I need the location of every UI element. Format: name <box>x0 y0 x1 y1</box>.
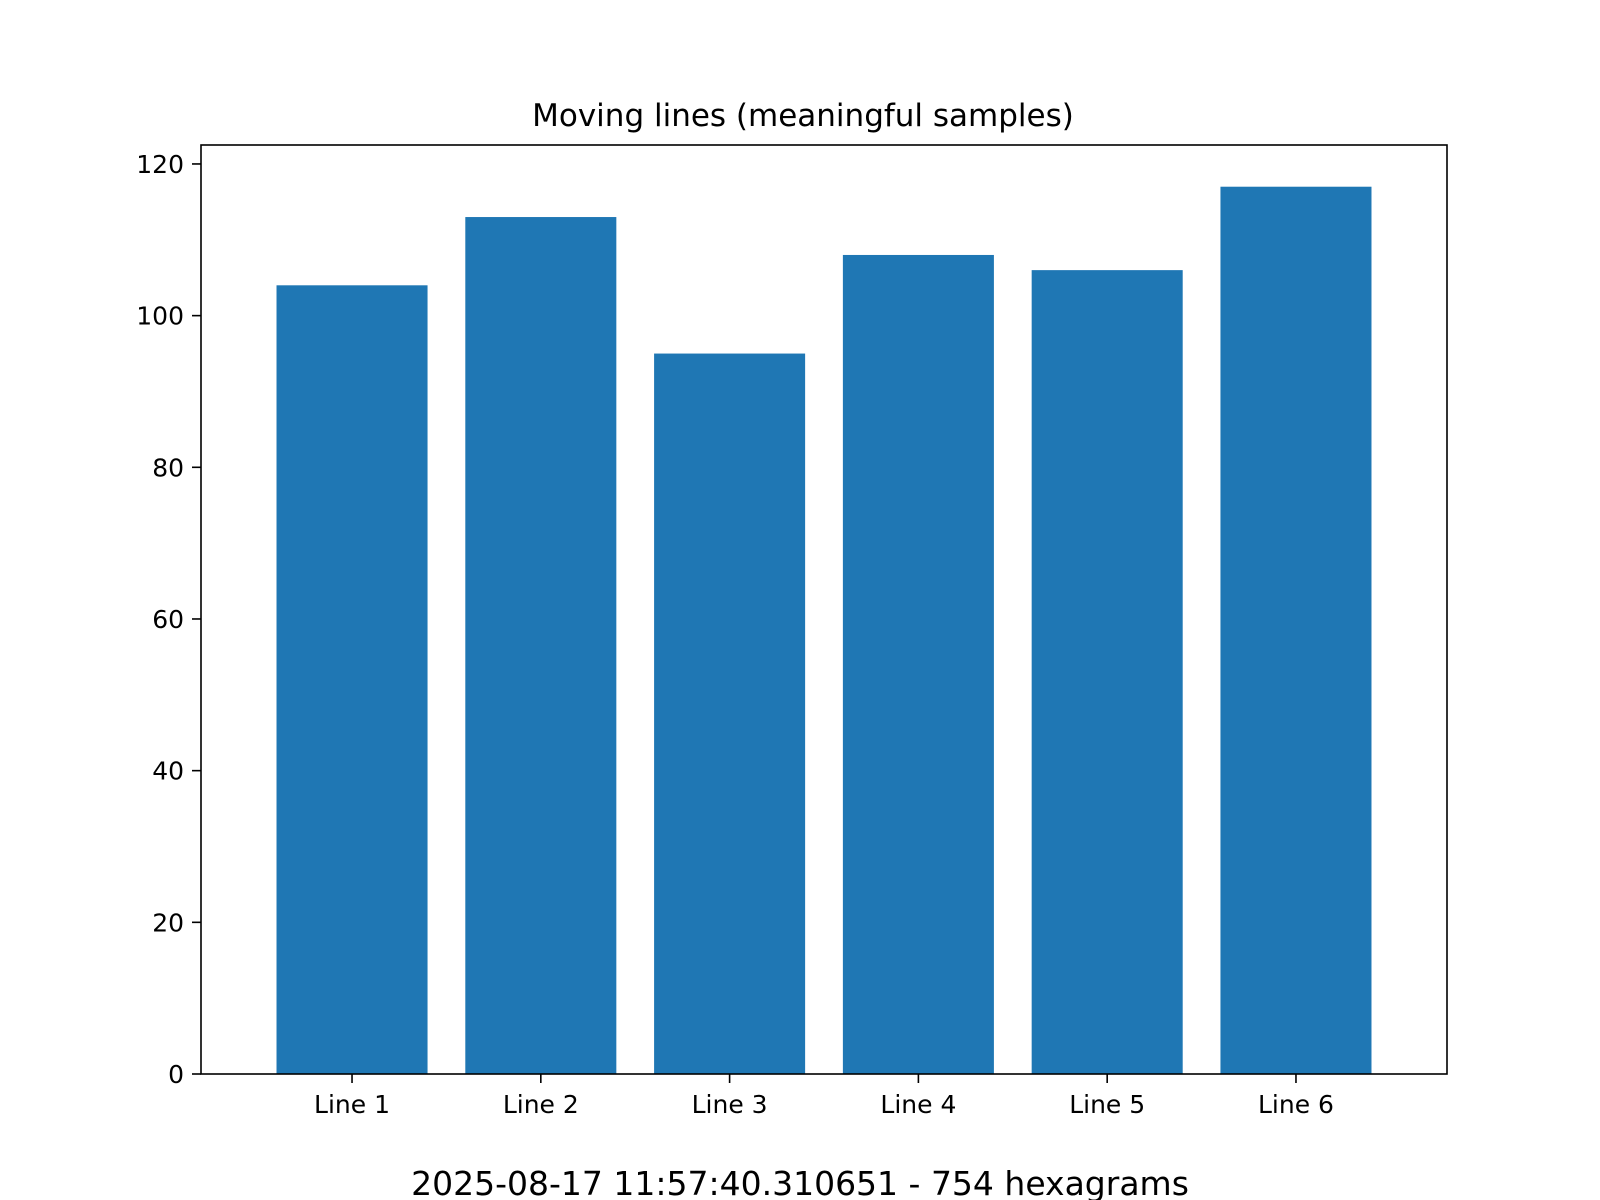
y-tick-label: 80 <box>152 453 184 482</box>
plot-frame <box>200 144 1448 1075</box>
y-tick-label: 60 <box>152 605 184 634</box>
bar-1 <box>276 285 428 1074</box>
x-tick-label: Line 5 <box>1069 1090 1145 1119</box>
bar-3 <box>654 353 806 1074</box>
y-tick-label: 100 <box>136 302 184 331</box>
bars-group <box>276 186 1372 1075</box>
y-axis: 0 20 40 60 80 100 120 <box>136 150 201 1089</box>
x-tick-label: Line 1 <box>314 1090 390 1119</box>
y-tick-label: 0 <box>168 1060 184 1089</box>
bar-6 <box>1220 186 1372 1074</box>
bar-4 <box>842 254 994 1075</box>
chart-title: Moving lines (meaningful samples) <box>532 98 1074 134</box>
bar-2 <box>465 217 617 1074</box>
y-tick-label: 40 <box>152 757 184 786</box>
chart-caption: 2025-08-17 11:57:40.310651 - 754 hexagra… <box>411 1164 1189 1200</box>
y-tick-label: 20 <box>152 908 184 937</box>
x-tick-label: Line 3 <box>692 1090 768 1119</box>
x-tick-label: Line 6 <box>1258 1090 1334 1119</box>
x-tick-label: Line 4 <box>880 1090 956 1119</box>
x-tick-label: Line 2 <box>503 1090 579 1119</box>
x-axis: Line 1 Line 2 Line 3 Line 4 Line 5 Line 6 <box>314 1074 1334 1119</box>
bar-5 <box>1031 270 1183 1074</box>
y-tick-label: 120 <box>136 150 184 179</box>
